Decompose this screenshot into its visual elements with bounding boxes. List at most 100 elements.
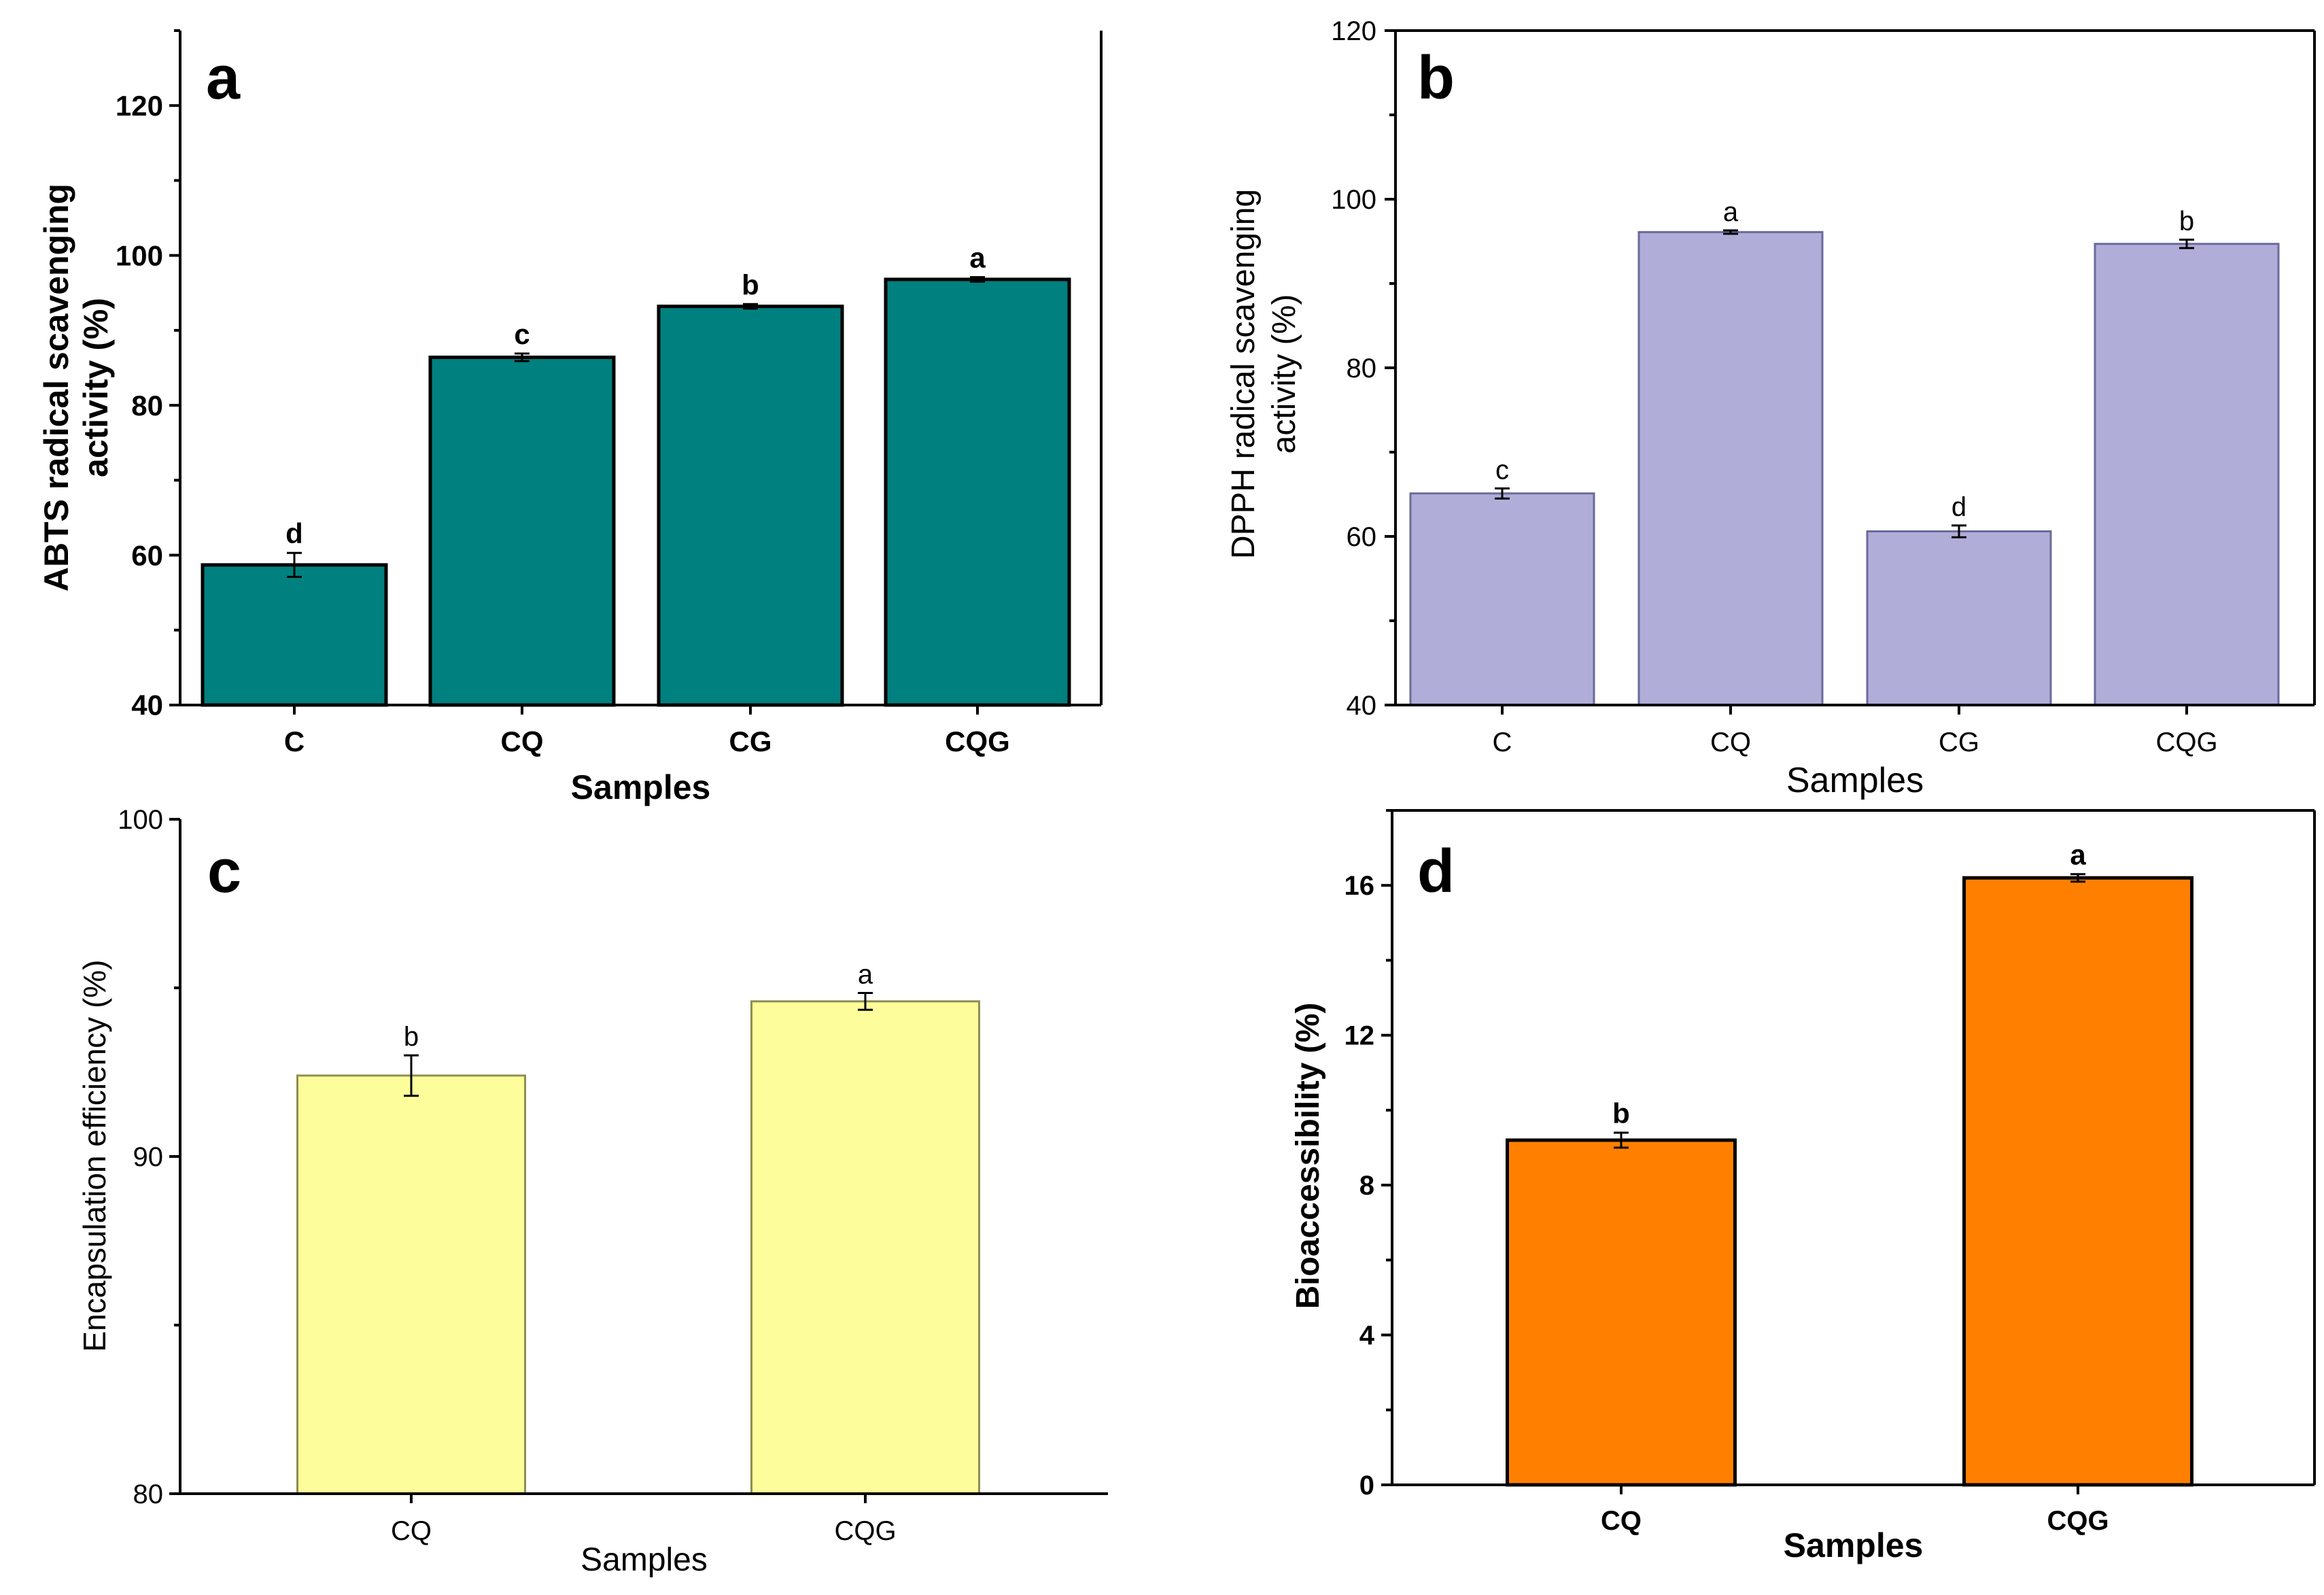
significance-letter-cqg: a [858, 959, 873, 989]
error-bar-cq [404, 1054, 419, 1097]
y-tick-label: 16 [1345, 871, 1375, 901]
panel-d-y-axis-title: Bioaccessibility (%) [1290, 1003, 1326, 1309]
panel-d-bars [1506, 876, 2193, 1487]
panel-a-letter: a [206, 44, 241, 112]
significance-letter-cqg: a [2070, 839, 2086, 871]
panel-d-y-ticks: 0 4 8 12 16 [1345, 809, 1392, 1500]
bar-cqg [884, 277, 1071, 707]
error-bar-cqg [970, 276, 985, 283]
x-tick-label-c: C [284, 725, 305, 757]
y-tick-label: 80 [133, 1479, 164, 1509]
panel-c-y-ticks: 80 90 100 [118, 805, 180, 1509]
panel-b-bars [1409, 230, 2280, 706]
y-tick-label: 90 [133, 1142, 164, 1172]
x-tick-label-cqg: CQG [945, 725, 1010, 757]
panel-a-significance-letters: d c b a [285, 242, 986, 550]
panel-c-x-ticks: CQ CQG [391, 1494, 897, 1546]
bar-cq [296, 1074, 526, 1495]
panel-d-axes [1391, 809, 2316, 1486]
y-tick-label: 80 [1347, 354, 1377, 383]
y-tick-label: 40 [1347, 691, 1377, 721]
y-tick-label: 100 [118, 805, 163, 835]
panel-b-axes [1394, 29, 2316, 706]
panel-c-significance-letters: ba [404, 959, 873, 1052]
panel-a-x-ticks: C CQ CG CQG [284, 705, 1010, 757]
y-tick-label: 40 [131, 689, 163, 721]
x-tick-label-cq: CQ [1601, 1506, 1642, 1536]
panel-a: 40 60 80 100 120 C CQ CG CQG d c b a a Samples ABT… [37, 29, 1103, 806]
x-tick-label-cqg: CQG [2047, 1506, 2109, 1536]
significance-letter-cq: a [1723, 197, 1739, 227]
error-bar-c [1495, 487, 1510, 500]
bar-cqg [750, 1000, 980, 1495]
error-bar-cq [1614, 1131, 1629, 1149]
y-tick-label: 120 [1331, 16, 1376, 46]
y-tick-label: 8 [1359, 1171, 1374, 1201]
bar-cg [1866, 530, 2052, 706]
error-bar-cq [515, 352, 530, 362]
significance-letter-cg: b [742, 269, 759, 301]
panel-d-letter: d [1417, 838, 1455, 906]
error-bar-cq [1723, 229, 1738, 235]
x-tick-label-cg: CG [1939, 727, 1979, 757]
bar-cq [1637, 230, 1824, 706]
bar-cqg [2094, 243, 2280, 706]
x-tick-label-cqg: CQG [834, 1516, 896, 1546]
panel-b-y-ticks: 40 60 80 100 120 [1331, 16, 1395, 721]
panel-b-x-axis-title: Samples [1786, 761, 1924, 800]
bar-cq [428, 356, 616, 707]
panel-c-letter: c [207, 838, 241, 906]
bar-cq [1506, 1138, 1737, 1487]
panel-d: 0 4 8 12 16 CQ CQG b a d Samples Bioaccessibil… [1290, 809, 2316, 1564]
significance-letter-cg: d [1952, 492, 1966, 522]
significance-letter-cq: c [514, 318, 530, 350]
panel-d-x-ticks: CQ CQG [1601, 1485, 2109, 1536]
panel-a-bars [201, 277, 1071, 707]
x-tick-label-c: C [1493, 727, 1512, 757]
panel-a-y-axis-title-line2: activity (%) [77, 298, 115, 477]
panel-c-x-axis-title: Samples [580, 1542, 708, 1578]
significance-letter-cq: b [1612, 1097, 1630, 1129]
significance-letter-cq: b [404, 1022, 419, 1052]
panel-b-significance-letters: c a d b [1495, 197, 2194, 522]
error-bar-cqg [2179, 239, 2194, 250]
panel-c-bars [296, 1000, 980, 1495]
y-tick-label: 60 [1347, 522, 1377, 552]
error-bar-cg [743, 303, 758, 310]
y-tick-label: 100 [1331, 185, 1376, 215]
significance-letter-c: c [1495, 455, 1509, 485]
y-tick-label: 4 [1359, 1321, 1375, 1351]
x-tick-label-cg: CG [729, 725, 772, 757]
panel-b-letter: b [1417, 44, 1455, 112]
x-tick-label-cq: CQ [501, 725, 544, 757]
panel-a-y-axis-title-line1: ABTS radical scavenging [37, 184, 75, 591]
y-tick-label: 80 [131, 390, 163, 422]
bar-cqg [1962, 876, 2193, 1487]
significance-letter-c: d [285, 517, 303, 549]
panel-d-x-axis-title: Samples [1784, 1526, 1924, 1564]
y-tick-label: 12 [1345, 1021, 1375, 1051]
panel-b-x-ticks: C CQ CG CQG [1493, 705, 2218, 757]
panel-b-error-bars [1495, 229, 2194, 538]
panel-b-y-axis-title-line1: DPPH radical scavenging [1226, 189, 1262, 559]
significance-letter-cqg: a [969, 242, 986, 274]
error-bar-cg [1952, 524, 1966, 538]
y-tick-label: 0 [1359, 1471, 1374, 1500]
x-tick-label-cq: CQ [1710, 727, 1751, 757]
bar-c [201, 563, 388, 707]
x-tick-label-cq: CQ [391, 1516, 432, 1546]
significance-letter-cqg: b [2179, 207, 2194, 237]
y-tick-label: 120 [116, 90, 163, 122]
error-bar-cqg [2070, 873, 2085, 883]
panel-c-error-bars [404, 991, 873, 1097]
panel-a-error-bars [287, 276, 985, 579]
error-bar-cqg [858, 991, 873, 1011]
panel-b: 40 60 80 100 120 C CQ CG CQG c a d b b Samples DPP… [1226, 16, 2316, 800]
y-tick-label: 100 [116, 239, 163, 271]
panel-d-error-bars [1614, 873, 2085, 1149]
bar-cg [657, 305, 844, 707]
panel-a-y-ticks: 40 60 80 100 120 [116, 29, 180, 721]
panel-c-y-axis-title: Encapsulation efficiency (%) [77, 960, 112, 1352]
